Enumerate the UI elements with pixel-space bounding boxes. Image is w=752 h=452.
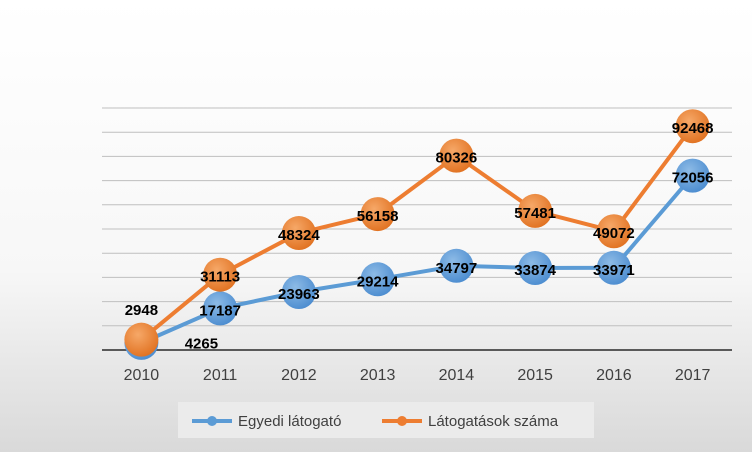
series-1-marker — [439, 138, 474, 173]
data-label: 80326 — [436, 150, 478, 167]
x-tick-label: 2015 — [517, 367, 553, 384]
series-layer — [124, 109, 710, 360]
series-0-marker — [281, 275, 316, 310]
series-0-marker — [675, 158, 710, 193]
series-0-marker — [596, 250, 631, 285]
x-tick-label: 2011 — [203, 367, 238, 384]
x-tick-label: 2013 — [360, 367, 396, 384]
x-tick-label: 2014 — [439, 367, 475, 384]
data-label: 92468 — [672, 120, 714, 137]
series-1-marker — [596, 214, 631, 249]
data-label: 49072 — [593, 225, 635, 242]
legend-item-0: Egyedi látogató — [192, 413, 341, 430]
data-label: 34797 — [436, 260, 478, 277]
data-label: 33874 — [514, 262, 556, 279]
legend-label: Egyedi látogató — [238, 413, 341, 430]
series-0-marker — [439, 248, 474, 283]
data-label: 72056 — [672, 170, 714, 187]
data-label: 48324 — [278, 227, 320, 244]
data-label: 17187 — [199, 302, 241, 319]
data-labels: 2948 17187 23963 29214 34797 33874 33971 72056 4… — [125, 120, 714, 352]
legend: Egyedi látogató Látogatások száma — [178, 402, 594, 438]
data-label: 31113 — [200, 269, 240, 286]
series-1-marker — [360, 197, 395, 232]
series-1-marker — [203, 257, 238, 292]
data-label: 56158 — [357, 208, 399, 225]
series-0-marker — [360, 262, 395, 297]
legend-swatch-marker — [397, 416, 407, 426]
data-label: 57481 — [514, 205, 556, 222]
series-1-marker — [124, 322, 159, 357]
series-1-marker — [675, 109, 710, 144]
x-axis: 2010 2011 2012 2013 2014 2015 2016 2017 — [102, 349, 732, 384]
series-0-marker — [203, 291, 238, 326]
legend-swatch-marker — [207, 416, 217, 426]
legend-label: Látogatások száma — [428, 413, 559, 430]
x-tick-label: 2012 — [281, 367, 317, 384]
series-0-marker — [518, 251, 553, 286]
legend-item-1: Látogatások száma — [382, 413, 559, 430]
data-label: 4265 — [185, 336, 218, 353]
x-tick-label: 2017 — [675, 367, 711, 384]
series-1-marker — [518, 193, 553, 228]
x-tick-label: 2016 — [596, 367, 632, 384]
data-label: 33971 — [593, 262, 635, 279]
x-tick-label: 2010 — [124, 367, 160, 384]
data-label: 23963 — [278, 286, 320, 303]
series-1-marker — [281, 216, 316, 251]
data-label: 2948 — [125, 302, 158, 319]
data-label: 29214 — [357, 273, 399, 290]
